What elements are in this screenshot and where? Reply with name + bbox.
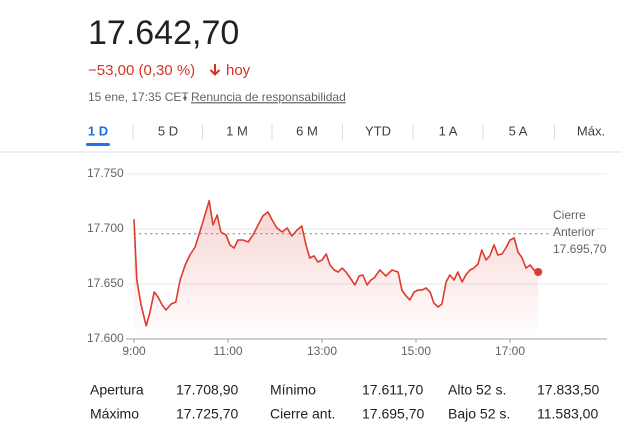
stat-label: Cierre ant. [270, 406, 335, 422]
y-tick-label: 17.700 [87, 221, 124, 235]
reference-label: 17.695,70 [553, 242, 607, 256]
tab[interactable]: 5 A [509, 123, 528, 138]
y-tick-label: 17.600 [87, 331, 124, 345]
stat-label: Máximo [90, 406, 139, 422]
x-tick-label: 13:00 [307, 344, 337, 358]
stat-value: 17.708,90 [176, 382, 238, 398]
x-tick-label: 11:00 [213, 344, 242, 358]
tab[interactable]: 5 D [158, 123, 178, 138]
tab[interactable]: Máx. [577, 123, 605, 138]
last-point [534, 268, 543, 277]
y-tick-label: 17.750 [87, 166, 124, 180]
stat-label: Mínimo [270, 382, 316, 398]
timestamp: 15 ene, 17:35 CET [88, 90, 189, 104]
separator-dot [183, 96, 187, 100]
price: 17.642,70 [88, 14, 239, 52]
stat-label: Alto 52 s. [448, 382, 506, 398]
stat-label: Apertura [90, 382, 144, 398]
stat-value: 17.725,70 [176, 406, 238, 422]
change: −53,00 (0,30 %) [88, 62, 195, 79]
stat-value: 17.833,50 [537, 382, 599, 398]
period: hoy [226, 62, 251, 79]
area [134, 200, 539, 339]
y-tick-label: 17.650 [87, 276, 124, 290]
stats: Apertura 17.708,90 Mínimo 17.611,70 Alto 52 … [90, 382, 599, 422]
down-arrow [209, 64, 221, 76]
stat-value: 17.611,70 [362, 382, 423, 398]
tab[interactable]: YTD [365, 123, 391, 138]
tabs: 1 D 5 D 1 M 6 M YTD 1 A 5 A Máx. [86, 123, 605, 146]
tab[interactable]: 1 D [88, 123, 108, 138]
x-tick-label: 9:00 [122, 344, 146, 358]
tab[interactable]: 1 A [439, 123, 458, 138]
reference-title: Anterior [553, 225, 595, 239]
reference-title: Cierre [553, 208, 586, 222]
x-tick-label: 15:00 [401, 344, 431, 358]
tab[interactable]: 6 M [296, 123, 318, 138]
stat-label: Bajo 52 s. [448, 406, 510, 422]
tab[interactable]: 1 M [226, 123, 248, 138]
price-line [133, 199, 539, 327]
plot: 17.600 17.650 17.700 17.750 9:00 11:00 13:00 15… [87, 166, 607, 358]
tab-indicator [86, 143, 110, 146]
x-tick-label: 17:00 [495, 344, 525, 358]
stat-value: 11.583,00 [537, 406, 598, 422]
stat-value: 17.695,70 [362, 406, 424, 422]
disclaimer-link[interactable]: Renuncia de responsabilidad [191, 90, 346, 104]
